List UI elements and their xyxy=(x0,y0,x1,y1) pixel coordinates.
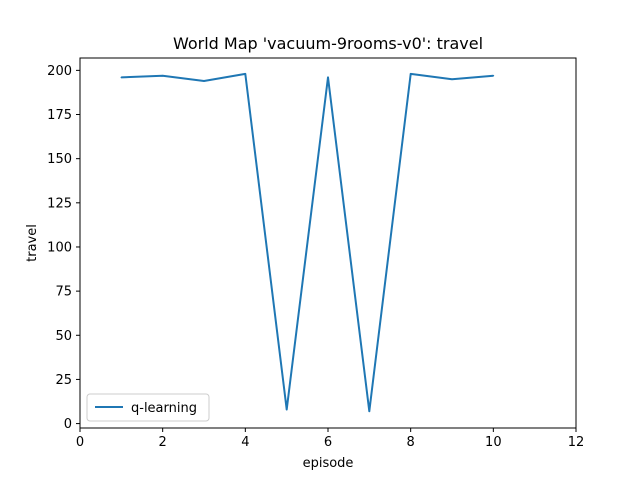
x-tick-label: 12 xyxy=(568,435,585,450)
data-point xyxy=(120,76,123,79)
y-tick-label: 100 xyxy=(47,240,72,255)
data-point xyxy=(409,73,412,75)
x-tick-label: 2 xyxy=(159,435,167,450)
data-point xyxy=(451,78,453,80)
data-point xyxy=(244,73,247,75)
chart-title: World Map 'vacuum-9rooms-v0': travel xyxy=(173,34,483,53)
data-point xyxy=(492,74,495,77)
y-tick-label: 75 xyxy=(55,285,72,300)
legend-box xyxy=(86,393,210,422)
data-point xyxy=(368,410,371,413)
x-axis-label: episode xyxy=(303,456,354,471)
y-tick-label: 200 xyxy=(47,64,72,79)
x-tick-label: 8 xyxy=(407,435,415,450)
y-tick-label: 50 xyxy=(55,329,72,344)
data-point xyxy=(203,80,205,82)
data-point xyxy=(285,408,288,411)
y-tick-label: 25 xyxy=(55,373,72,388)
y-tick-label: 125 xyxy=(47,196,72,211)
x-tick-label: 10 xyxy=(485,435,502,450)
y-tick-label: 150 xyxy=(47,152,72,167)
x-tick-label: 4 xyxy=(241,435,249,450)
series-line-q-learning xyxy=(121,72,494,413)
x-tick-label: 0 xyxy=(76,435,84,450)
y-tick-label: 175 xyxy=(47,108,72,123)
data-point xyxy=(161,74,164,77)
data-point xyxy=(327,76,329,79)
x-tick-label: 6 xyxy=(324,435,332,450)
plot-frame xyxy=(79,57,577,429)
legend-label-q-learning: q-learning xyxy=(131,401,197,416)
y-axis-label: travel xyxy=(25,224,40,262)
legend: q-learning xyxy=(86,393,210,422)
y-tick-label: 0 xyxy=(64,417,72,432)
